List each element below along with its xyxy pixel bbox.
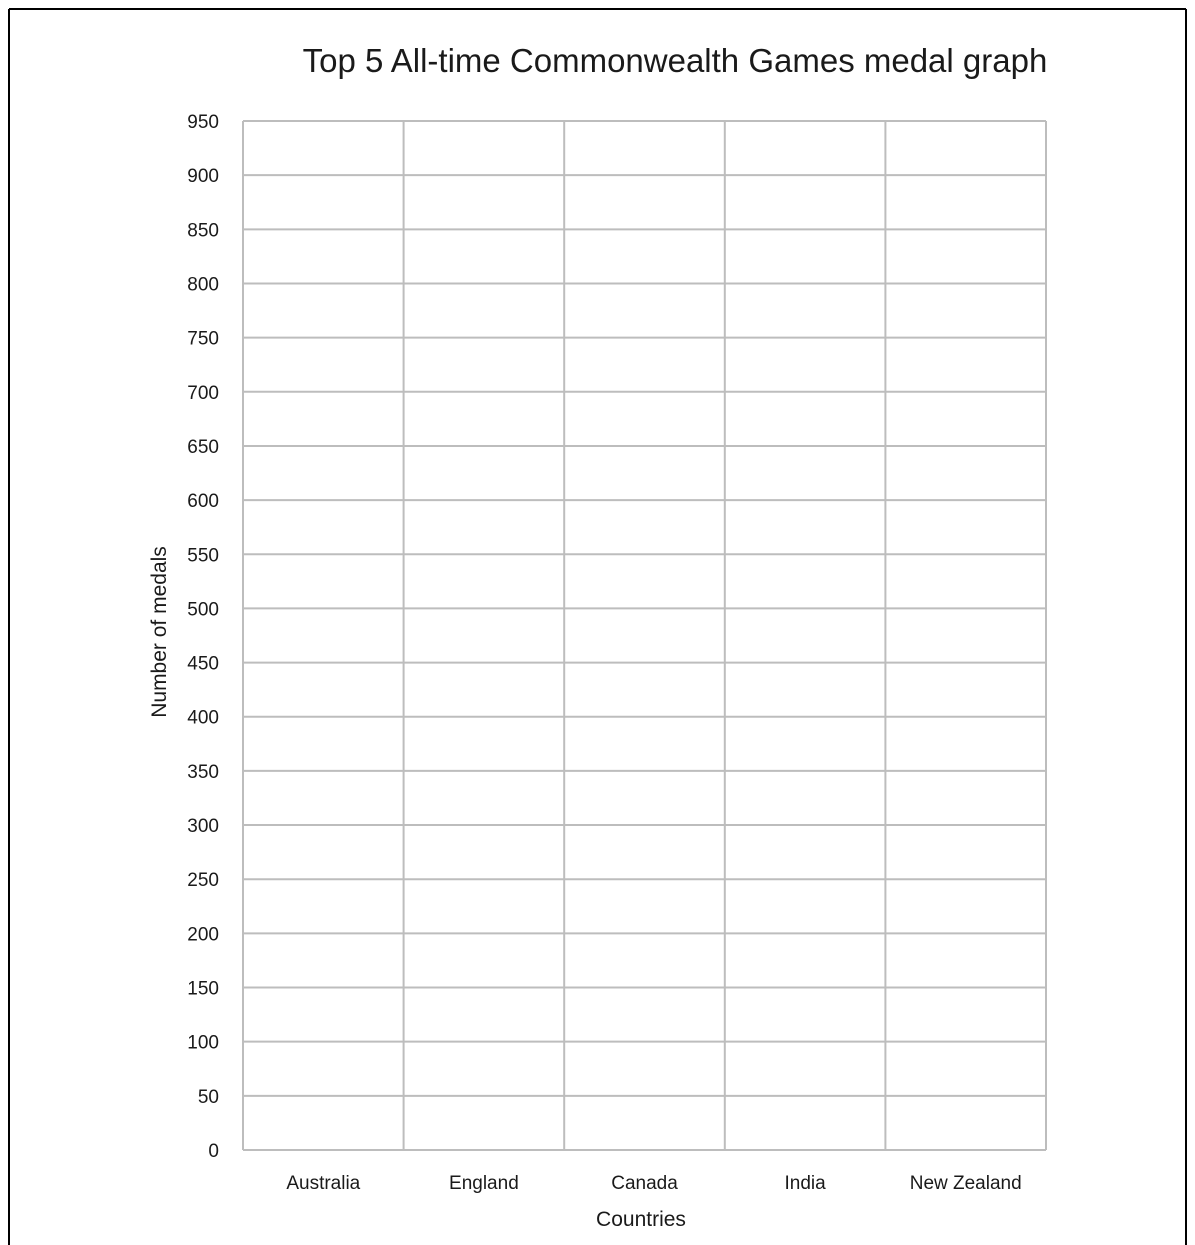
y-tick-label: 400 [187,708,219,729]
x-category-label: Australia [286,1173,360,1194]
y-tick-label: 550 [187,545,219,566]
x-category-label: England [449,1173,519,1194]
y-tick-label: 650 [187,437,219,458]
y-tick-label: 450 [187,654,219,675]
y-tick-label: 250 [187,870,219,891]
y-tick-label: 700 [187,383,219,404]
y-tick-label: 800 [187,274,219,295]
x-category-label: India [784,1173,826,1194]
y-tick-label: 850 [187,220,219,241]
x-axis-label: Countries [596,1208,686,1231]
y-tick-label: 750 [187,329,219,350]
y-tick-label: 50 [198,1087,219,1108]
y-tick-label: 0 [208,1141,219,1162]
y-tick-label: 950 [187,112,219,133]
y-tick-label: 600 [187,491,219,512]
y-tick-label: 350 [187,762,219,783]
chart-title: Top 5 All-time Commonwealth Games medal … [303,42,1048,79]
y-tick-label: 900 [187,166,219,187]
y-tick-label: 200 [187,924,219,945]
y-tick-label: 100 [187,1033,219,1054]
x-axis-categories: Australia England Canada India New Zealand [286,1173,1021,1194]
x-category-label: Canada [611,1173,678,1194]
x-category-label: New Zealand [910,1173,1022,1194]
plot-grid [242,120,1047,1151]
y-tick-label: 150 [187,979,219,1000]
y-axis-label: Number of medals [148,546,171,718]
y-tick-label: 500 [187,599,219,620]
y-tick-label: 300 [187,816,219,837]
y-axis-ticks: 0 50 100 150 200 250 300 350 400 450 500 550 600 650 7… [187,112,219,1162]
